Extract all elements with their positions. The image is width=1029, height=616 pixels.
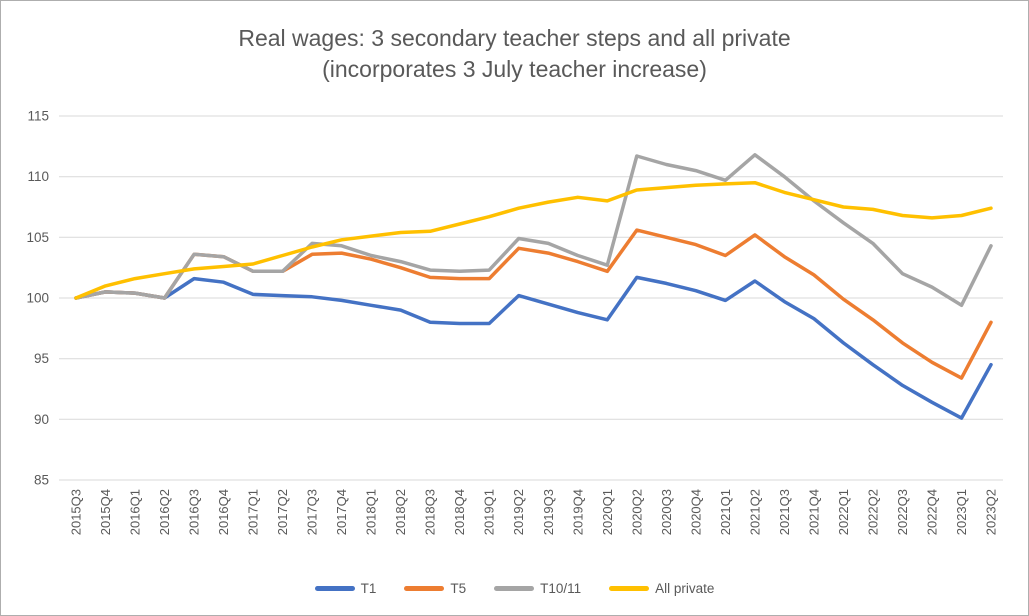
chart-title: Real wages: 3 secondary teacher steps an… [1, 23, 1028, 85]
x-axis-tick-label: 2016Q4 [216, 489, 231, 535]
x-axis-tick-label: 2017Q4 [334, 489, 349, 535]
x-axis-tick-label: 2018Q1 [364, 489, 379, 535]
x-axis-tick-label: 2020Q2 [629, 489, 644, 535]
x-axis-tick-label: 2019Q1 [482, 489, 497, 535]
y-axis-tick-label: 90 [34, 412, 49, 427]
x-axis-tick-label: 2019Q3 [541, 489, 556, 535]
chart-legend: T1 T5 T10/11 All private [1, 581, 1028, 596]
legend-label-t10-11: T10/11 [540, 581, 582, 596]
x-axis-tick-label: 2021Q4 [806, 489, 821, 535]
x-axis-tick-label: 2016Q3 [187, 489, 202, 535]
x-axis-tick-label: 2020Q3 [659, 489, 674, 535]
x-axis-tick-label: 2016Q2 [157, 489, 172, 535]
x-axis-tick-label: 2017Q1 [246, 489, 261, 535]
series-line-t1 [74, 275, 993, 420]
legend-label-t5: T5 [450, 581, 467, 596]
series-line-all-private [74, 180, 993, 300]
chart-title-line-2: (incorporates 3 July teacher increase) [322, 56, 707, 82]
x-axis-tick-label: 2022Q2 [865, 489, 880, 535]
legend-swatch-t5 [404, 586, 445, 591]
x-axis-tick-label: 2015Q4 [98, 489, 113, 535]
y-axis-tick-label: 115 [27, 109, 49, 124]
x-axis-tick-label: 2017Q3 [305, 489, 320, 535]
x-axis-tick-label: 2021Q1 [718, 489, 733, 535]
x-axis-tick-label: 2019Q4 [570, 489, 585, 535]
legend-item-t5: T5 [404, 581, 466, 596]
y-axis-tick-label: 95 [34, 351, 49, 366]
x-axis-tick-label: 2023Q2 [984, 489, 999, 535]
x-axis-tick-label: 2022Q4 [925, 489, 940, 535]
x-axis-tick-label: 2019Q2 [511, 489, 526, 535]
x-axis-tick-label: 2018Q3 [423, 489, 438, 535]
series-line-t5 [74, 228, 993, 380]
legend-swatch-all-private [609, 586, 650, 591]
x-axis-tick-label: 2021Q3 [777, 489, 792, 535]
x-axis-tick-label: 2023Q1 [954, 489, 969, 535]
legend-swatch-t1 [314, 586, 355, 591]
series-line-t10-11 [74, 153, 993, 308]
x-axis-tick-label: 2022Q3 [895, 489, 910, 535]
x-axis-tick-label: 2021Q2 [747, 489, 762, 535]
chart-title-line-1: Real wages: 3 secondary teacher steps an… [238, 25, 791, 51]
x-axis-tick-label: 2018Q2 [393, 489, 408, 535]
x-axis-tick-label: 2020Q4 [688, 489, 703, 535]
legend-label-t1: T1 [360, 581, 377, 596]
legend-swatch-t10-11 [494, 586, 535, 591]
legend-label-all-private: All private [655, 581, 715, 596]
x-axis-tick-label: 2018Q4 [452, 489, 467, 535]
y-axis-tick-label: 110 [27, 169, 49, 184]
x-axis-tick-label: 2016Q1 [128, 489, 143, 535]
y-axis-tick-label: 85 [34, 473, 49, 488]
y-axis-tick-label: 105 [26, 230, 49, 245]
x-axis-tick-label: 2017Q2 [275, 489, 290, 535]
x-axis-tick-label: 2020Q1 [600, 489, 615, 535]
y-axis-tick-label: 100 [26, 291, 49, 306]
legend-item-all-private: All private [609, 581, 714, 596]
x-axis-tick-label: 2015Q3 [69, 489, 84, 535]
x-axis-tick-label: 2022Q1 [836, 489, 851, 535]
legend-item-t10-11: T10/11 [494, 581, 581, 596]
legend-item-t1: T1 [314, 581, 377, 596]
